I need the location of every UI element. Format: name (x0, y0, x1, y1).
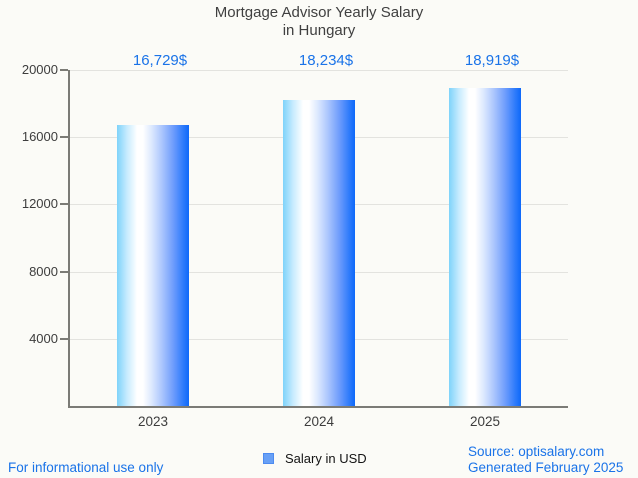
y-tick-20000 (60, 69, 68, 71)
legend-label: Salary in USD (285, 450, 367, 466)
legend-swatch-icon (263, 452, 274, 464)
plot-area (68, 70, 568, 408)
y-axis-label-16000: 16000 (21, 129, 58, 145)
bar-2025[interactable] (449, 88, 521, 406)
bar-2024[interactable] (283, 99, 355, 406)
footer-disclaimer: For informational use only (8, 460, 164, 475)
y-axis-label-20000: 20000 (21, 62, 58, 77)
footer-source-block: Source: optisalary.com Generated Februar… (468, 444, 623, 476)
bar-2023[interactable] (117, 124, 189, 406)
x-axis-label-2023: 2023 (137, 414, 169, 429)
y-axis-label-12000: 12000 (21, 196, 58, 212)
y-axis-label-4000: 4000 (29, 330, 58, 346)
footer-source: Source: optisalary.com (468, 444, 605, 459)
bar-value-label-2024: 18,234$ (298, 52, 354, 69)
bar-value-label-2025: 18,919$ (464, 52, 520, 69)
x-axis-label-2024: 2024 (303, 414, 335, 429)
bar-value-label-2023: 16,729$ (132, 52, 188, 69)
chart-title-line1: Mortgage Advisor Yearly Salary (214, 4, 424, 21)
y-tick-4000 (60, 337, 68, 340)
footer-generated: Generated February 2025 (468, 460, 624, 475)
legend[interactable]: Salary in USD (263, 449, 367, 467)
y-tick-8000 (60, 270, 68, 273)
y-tick-16000 (60, 136, 68, 139)
chart-title: Mortgage Advisor Yearly Salary in Hungar… (0, 4, 638, 39)
x-axis-label-2025: 2025 (469, 414, 501, 429)
chart-title-line2: in Hungary (282, 21, 356, 39)
y-axis-label-8000: 8000 (29, 263, 58, 279)
y-tick-12000 (60, 203, 68, 206)
gridline-20000 (70, 70, 568, 71)
